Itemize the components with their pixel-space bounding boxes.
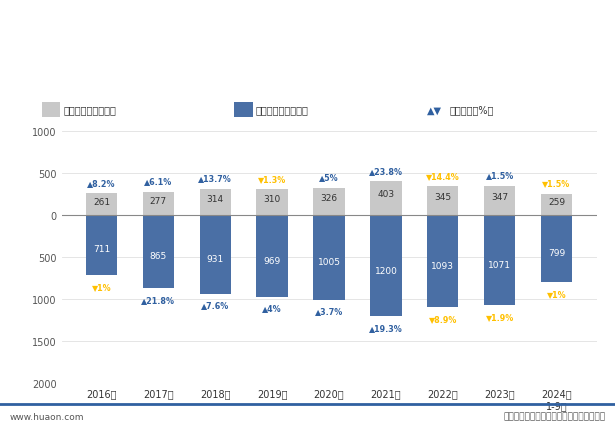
Bar xyxy=(86,216,117,275)
Text: 711: 711 xyxy=(93,244,110,253)
Text: 1093: 1093 xyxy=(431,262,454,271)
Bar xyxy=(314,188,344,216)
Bar xyxy=(86,194,117,216)
Text: ▼1.9%: ▼1.9% xyxy=(486,312,514,321)
Text: 326: 326 xyxy=(320,193,338,202)
Text: 专业严谨 • 客观科学: 专业严谨 • 客观科学 xyxy=(537,17,600,27)
Text: ▲5%: ▲5% xyxy=(319,173,339,182)
Bar xyxy=(541,194,572,216)
Bar xyxy=(234,103,253,118)
Text: 同比增速（%）: 同比增速（%） xyxy=(450,105,494,115)
Text: ▲6.1%: ▲6.1% xyxy=(145,177,172,186)
Bar xyxy=(484,216,515,305)
Text: ▲23.8%: ▲23.8% xyxy=(369,166,403,176)
Text: 865: 865 xyxy=(149,251,167,260)
Text: 1071: 1071 xyxy=(488,261,511,270)
Bar xyxy=(256,216,288,297)
Text: 进口总额（亿美元）: 进口总额（亿美元） xyxy=(256,105,309,115)
Bar xyxy=(256,190,288,216)
Text: ▲21.8%: ▲21.8% xyxy=(141,295,175,304)
Text: 259: 259 xyxy=(548,197,565,206)
Text: ▼8.9%: ▼8.9% xyxy=(429,314,457,323)
Bar xyxy=(200,190,231,216)
Text: 277: 277 xyxy=(150,196,167,205)
Text: 出口总额（亿美元）: 出口总额（亿美元） xyxy=(63,105,116,115)
Text: 261: 261 xyxy=(93,197,110,206)
Text: 2016-2024年9月上海外高桥保税区进、出口额: 2016-2024年9月上海外高桥保税区进、出口额 xyxy=(172,60,443,78)
Text: ▲13.7%: ▲13.7% xyxy=(199,174,232,183)
Text: 931: 931 xyxy=(207,254,224,263)
Text: 1005: 1005 xyxy=(317,258,341,267)
Bar xyxy=(143,193,174,216)
Text: 345: 345 xyxy=(434,193,451,201)
Text: 403: 403 xyxy=(378,189,394,199)
Text: ▼1%: ▼1% xyxy=(92,282,111,291)
Bar xyxy=(541,216,572,283)
Bar xyxy=(484,187,515,216)
Text: ▲3.7%: ▲3.7% xyxy=(315,307,343,316)
Bar xyxy=(427,216,458,308)
Bar xyxy=(143,216,174,288)
Text: ▲1.5%: ▲1.5% xyxy=(486,171,514,180)
Text: 969: 969 xyxy=(263,256,281,265)
Text: 华经情报网: 华经情报网 xyxy=(15,17,49,27)
Bar xyxy=(314,216,344,300)
Bar xyxy=(200,216,231,294)
Text: ▼1.3%: ▼1.3% xyxy=(258,174,286,183)
Text: 347: 347 xyxy=(491,193,508,201)
Text: 数据来源：中国海关，华经产业研究院整理: 数据来源：中国海关，华经产业研究院整理 xyxy=(504,412,606,420)
Text: ▼14.4%: ▼14.4% xyxy=(426,171,459,180)
Text: 310: 310 xyxy=(263,194,281,203)
Bar xyxy=(427,187,458,216)
Text: ▲7.6%: ▲7.6% xyxy=(201,300,229,310)
Text: ▲4%: ▲4% xyxy=(263,304,282,313)
Text: ▲8.2%: ▲8.2% xyxy=(87,178,116,187)
Text: ▲▼: ▲▼ xyxy=(427,105,442,115)
Text: ▲19.3%: ▲19.3% xyxy=(369,323,403,332)
Text: ▼1%: ▼1% xyxy=(547,289,566,299)
Text: ▼1.5%: ▼1.5% xyxy=(542,178,571,187)
Bar xyxy=(370,182,402,216)
Text: 1200: 1200 xyxy=(375,267,397,276)
Bar xyxy=(370,216,402,317)
Bar xyxy=(42,103,60,118)
Text: 314: 314 xyxy=(207,194,224,203)
Text: www.huaon.com: www.huaon.com xyxy=(9,412,84,420)
Text: 799: 799 xyxy=(548,248,565,257)
